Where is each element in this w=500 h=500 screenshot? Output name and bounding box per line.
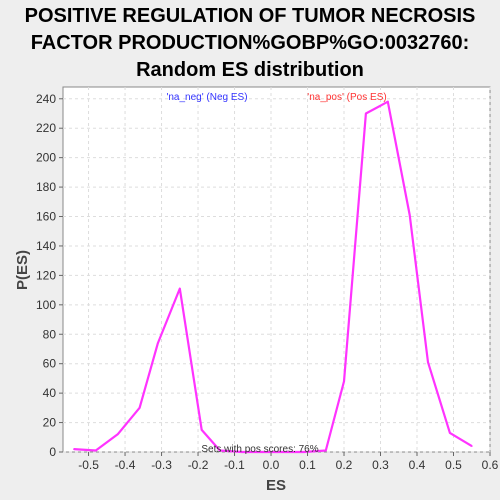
data-point xyxy=(408,214,411,216)
legend: 'na_neg' (Neg ES) 'na_pos' (Pos ES) xyxy=(166,92,386,103)
y-tick-label: 0 xyxy=(49,445,56,459)
y-tick-label: 180 xyxy=(36,180,56,194)
data-point xyxy=(449,432,451,434)
x-tick-label: 0.4 xyxy=(409,458,426,472)
axes: -0.5 -0.4 -0.3 -0.2 -0.1 0.0 0.1 0.2 0.3 0.4 0.5 0.… xyxy=(36,92,499,472)
data-point xyxy=(471,445,473,447)
x-tick-label: -0.4 xyxy=(115,458,136,472)
data-point xyxy=(427,361,429,364)
y-tick-label: 220 xyxy=(36,121,56,135)
data-point xyxy=(116,433,119,436)
x-tick-label: 0.5 xyxy=(445,458,462,472)
series-line xyxy=(73,100,473,454)
data-point xyxy=(73,448,75,450)
y-tick-label: 60 xyxy=(43,357,57,371)
legend-entry: 'na_neg' (Neg ES) xyxy=(166,92,247,103)
data-point xyxy=(262,451,265,453)
chart-title-line: Random ES distribution xyxy=(136,59,364,81)
data-point xyxy=(343,380,345,383)
y-tick-label: 80 xyxy=(43,327,57,341)
x-tick-label: 0.0 xyxy=(263,458,280,472)
data-point xyxy=(95,449,97,452)
plot-area xyxy=(62,86,491,453)
chart-title-line: FACTOR PRODUCTION%GOBP%GO:0032760: xyxy=(31,32,470,54)
y-tick-label: 140 xyxy=(36,239,56,253)
y-tick-label: 20 xyxy=(43,416,57,430)
x-tick-label: 0.2 xyxy=(336,458,353,472)
x-tick-label: 0.1 xyxy=(299,458,316,472)
chart-title: POSITIVE REGULATION OF TUMOR NECROSIS FAC… xyxy=(25,5,476,81)
x-tick-label: -0.5 xyxy=(78,458,99,472)
y-axis-label: P(ES) xyxy=(14,250,31,290)
data-point xyxy=(365,112,367,115)
legend-entry: 'na_pos' (Pos ES) xyxy=(307,92,386,103)
x-tick-label: -0.1 xyxy=(224,458,245,472)
data-point xyxy=(281,451,283,453)
y-tick-label: 160 xyxy=(36,210,56,224)
y-tick-label: 40 xyxy=(43,386,57,400)
y-tick-label: 240 xyxy=(36,92,56,106)
data-point xyxy=(179,287,181,290)
data-point xyxy=(138,407,141,409)
chart-title-line: POSITIVE REGULATION OF TUMOR NECROSIS xyxy=(25,5,476,27)
x-tick-label: 0.6 xyxy=(482,458,499,472)
data-point xyxy=(325,449,327,452)
y-tick-label: 200 xyxy=(36,151,56,165)
x-tick-label: -0.2 xyxy=(188,458,209,472)
data-point xyxy=(219,449,221,452)
annotation-pos-scores: Sets with pos scores: 76% xyxy=(201,444,318,455)
y-tick-label: 100 xyxy=(36,298,56,312)
x-axis-label: ES xyxy=(266,477,286,494)
data-point xyxy=(387,100,389,103)
x-tick-label: 0.3 xyxy=(372,458,389,472)
data-point xyxy=(303,451,305,453)
data-point xyxy=(241,451,243,453)
grid-lines xyxy=(63,87,491,453)
series-group xyxy=(73,100,473,454)
data-point xyxy=(157,342,159,344)
x-tick-label: -0.3 xyxy=(151,458,172,472)
y-tick-label: 120 xyxy=(36,268,56,282)
data-point xyxy=(200,429,203,431)
